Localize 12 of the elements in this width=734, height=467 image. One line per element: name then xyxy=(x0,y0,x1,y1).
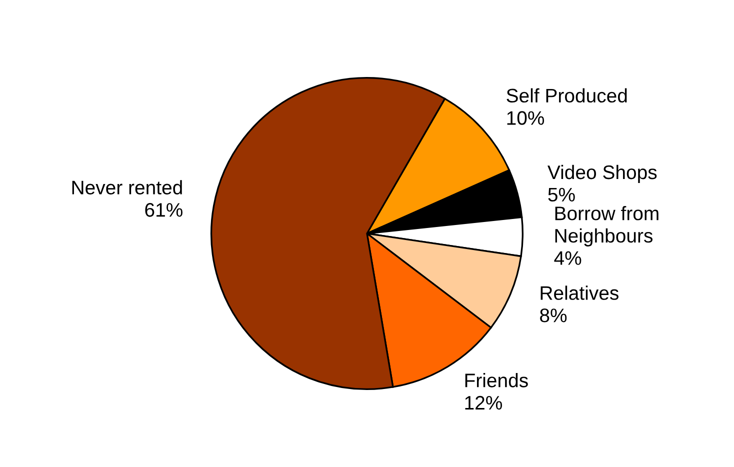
slice-label: Borrow from Neighbours xyxy=(555,206,658,246)
slice-label: Self Produced xyxy=(506,88,627,103)
slice-label: Friends xyxy=(465,373,528,388)
data-label: 10% xyxy=(507,111,544,125)
data-label: 61% xyxy=(145,203,182,217)
data-label: 8% xyxy=(540,308,567,322)
data-label: 4% xyxy=(554,251,582,265)
data-label: 12% xyxy=(465,396,502,410)
data-label: 5% xyxy=(548,188,575,202)
slice-label: Relatives xyxy=(540,286,618,300)
slice-label: Video Shops xyxy=(548,164,657,184)
slice-label: Never rented xyxy=(72,180,182,194)
